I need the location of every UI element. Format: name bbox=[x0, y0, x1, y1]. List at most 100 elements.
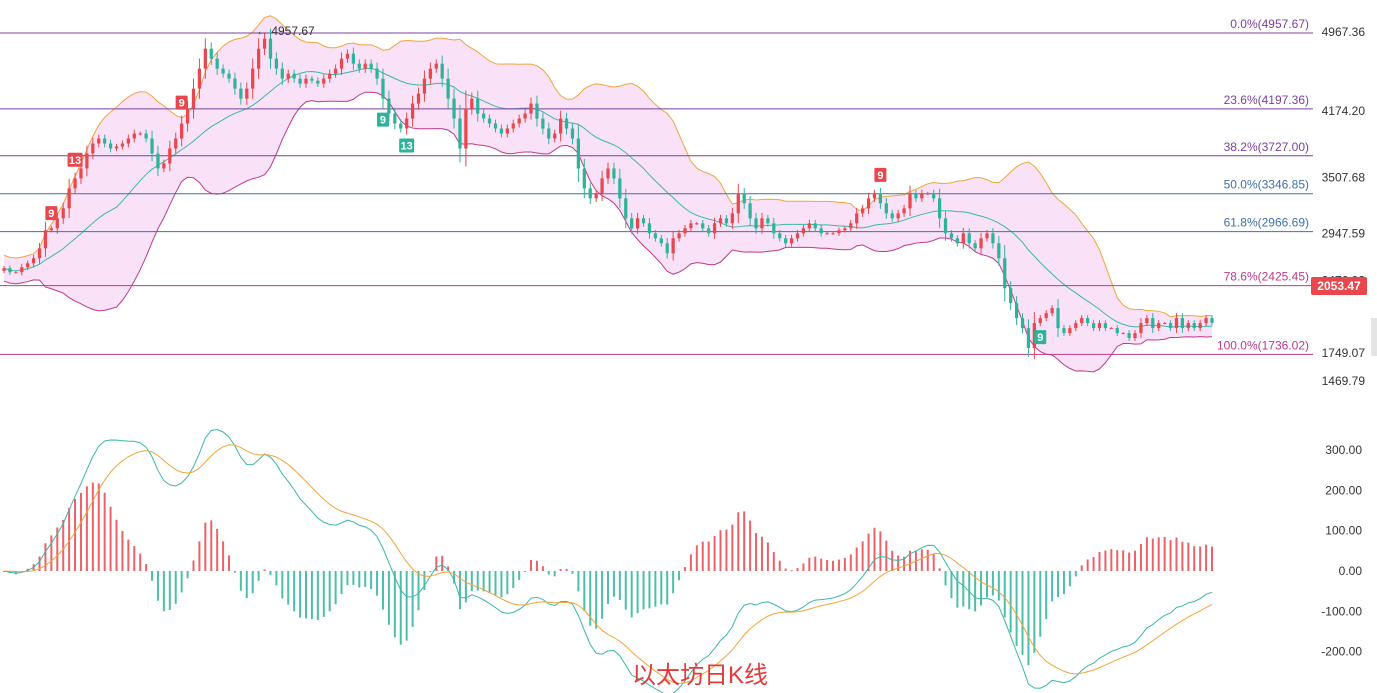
macd-hist-bar bbox=[1134, 550, 1137, 571]
candle-body bbox=[920, 193, 924, 199]
macd-tick-label: 300.00 bbox=[1325, 443, 1362, 457]
candle-body bbox=[221, 68, 225, 74]
macd-hist-bar bbox=[133, 546, 136, 571]
candle-body bbox=[553, 133, 557, 139]
macd-hist-bar bbox=[784, 568, 787, 571]
candle-body bbox=[831, 233, 835, 235]
macd-hist-bar bbox=[731, 524, 734, 571]
td-marker-label: 13 bbox=[69, 155, 81, 167]
candle-body bbox=[884, 203, 888, 214]
axis-scroll-handle[interactable] bbox=[1371, 318, 1377, 356]
macd-hist-bar bbox=[156, 571, 159, 601]
candle-body bbox=[499, 128, 504, 134]
candle-body bbox=[564, 118, 569, 129]
candle-body bbox=[37, 248, 42, 259]
candle-body bbox=[67, 188, 71, 209]
macd-hist-bar bbox=[1145, 537, 1148, 571]
candle-body bbox=[26, 263, 30, 268]
macd-hist-bar bbox=[405, 571, 408, 641]
macd-hist-bar bbox=[251, 571, 254, 594]
candle-body bbox=[730, 213, 734, 224]
candle-body bbox=[766, 218, 770, 224]
macd-hist-bar bbox=[725, 529, 728, 571]
candle-body bbox=[239, 88, 243, 99]
candle-body bbox=[381, 78, 385, 99]
macd-hist-bar bbox=[926, 549, 929, 571]
macd-hist-bar bbox=[743, 511, 746, 571]
candle-body bbox=[345, 53, 350, 59]
macd-hist-bar bbox=[820, 558, 823, 571]
macd-tick-label: 0.00 bbox=[1339, 564, 1363, 578]
candle-body bbox=[659, 238, 663, 244]
td-marker-box bbox=[874, 167, 887, 182]
last-price-box bbox=[1311, 277, 1367, 295]
macd-hist-bar bbox=[50, 535, 53, 571]
candle-body bbox=[860, 208, 865, 214]
macd-hist-bar bbox=[239, 571, 242, 591]
macd-hist-bar bbox=[79, 492, 82, 571]
candle-body bbox=[1210, 318, 1214, 323]
macd-hist-bar bbox=[305, 571, 307, 619]
candle-body bbox=[849, 223, 853, 229]
last-price-label: 2053.47 bbox=[1317, 279, 1361, 293]
candle-body bbox=[606, 168, 610, 179]
candle-body bbox=[458, 118, 462, 149]
macd-hist-bar bbox=[885, 540, 888, 571]
macd-hist-bar bbox=[683, 567, 686, 571]
macd-hist-bar bbox=[832, 560, 835, 571]
macd-hist-bar bbox=[233, 571, 236, 573]
macd-hist-bar bbox=[837, 559, 840, 571]
candle-body bbox=[209, 48, 213, 59]
macd-hist-bar bbox=[772, 552, 775, 571]
macd-hist-bar bbox=[1021, 571, 1024, 655]
macd-hist-bar bbox=[447, 566, 450, 571]
candle-body bbox=[1109, 328, 1113, 330]
candle-body bbox=[1020, 318, 1025, 329]
macd-hist-bar bbox=[991, 571, 994, 596]
candle-body bbox=[120, 143, 125, 147]
macd-hist-bar bbox=[417, 571, 420, 611]
candle-body bbox=[144, 133, 148, 139]
candle-body bbox=[825, 233, 829, 235]
candle-body bbox=[795, 233, 800, 239]
macd-hist-bar bbox=[393, 571, 396, 638]
candle-body bbox=[375, 68, 379, 79]
candle-body bbox=[156, 153, 160, 169]
macd-hist-bar bbox=[464, 571, 467, 603]
td-marker-box bbox=[45, 206, 58, 221]
macd-hist-bar bbox=[275, 571, 278, 586]
candle-body bbox=[61, 208, 65, 219]
candle-body bbox=[31, 258, 36, 264]
price-tick-label: 3507.68 bbox=[1322, 171, 1366, 185]
macd-axis: 300.00 200.00 100.00 0.00 -100.00 -200.00 bbox=[1321, 443, 1362, 659]
macd-hist-bar bbox=[707, 541, 710, 571]
macd-hist-bar bbox=[1122, 550, 1125, 571]
macd-hist-bar bbox=[873, 527, 876, 571]
macd-hist-bar bbox=[547, 571, 550, 575]
candle-body bbox=[1026, 328, 1031, 349]
td-marker-box bbox=[1034, 330, 1047, 345]
macd-hist-bar bbox=[121, 531, 124, 571]
candle-body bbox=[1186, 323, 1190, 329]
macd-hist-bar bbox=[749, 520, 752, 571]
macd-hist-bar bbox=[482, 571, 485, 592]
macd-hist-bar bbox=[1033, 571, 1036, 653]
candle-body bbox=[280, 68, 284, 79]
price-tick-label: 2947.59 bbox=[1322, 227, 1366, 241]
candle-body bbox=[482, 113, 486, 119]
macd-hist-bar bbox=[1098, 552, 1101, 571]
macd-hist-bar bbox=[269, 571, 272, 575]
macd-hist-bar bbox=[518, 571, 521, 580]
macd-hist-bar bbox=[1205, 544, 1208, 571]
candle-body bbox=[262, 38, 267, 49]
candle-body bbox=[245, 88, 249, 99]
candle-body bbox=[937, 198, 942, 219]
candle-body bbox=[369, 63, 373, 69]
macd-hist-bar bbox=[755, 533, 758, 571]
candle-body bbox=[215, 58, 219, 69]
macd-hist-bar bbox=[127, 539, 130, 571]
macd-hist-bar bbox=[790, 570, 793, 572]
fib-label-6: 100.0%(1736.02) bbox=[1217, 338, 1309, 352]
macd-hist-bar bbox=[1199, 546, 1202, 571]
